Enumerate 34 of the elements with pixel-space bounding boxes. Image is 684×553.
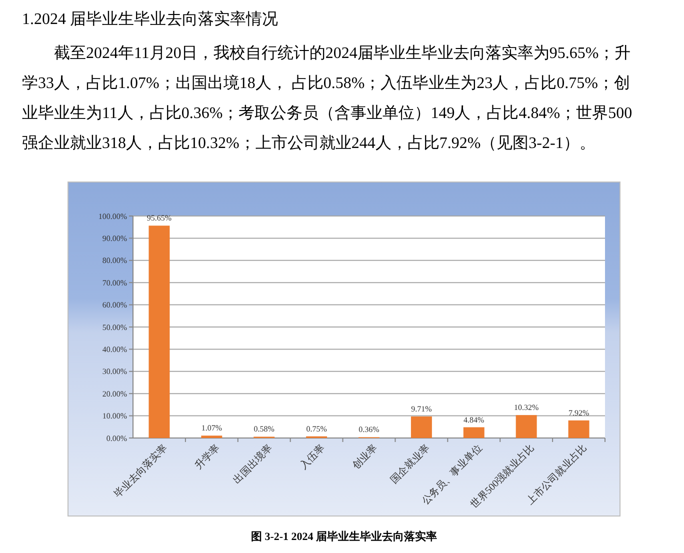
data-label: 9.71% [411,404,432,414]
y-tick-label: 90.00% [102,234,128,243]
data-label: 7.92% [568,408,590,418]
y-tick-label: 40.00% [102,345,128,354]
bar [148,226,170,438]
caption: 图 3-2-1 2024 届毕业生毕业去向落实率 [250,530,438,543]
bar [463,427,484,438]
chart-title: 1.2024 届毕业生毕业去向落实率情况 [22,10,278,28]
data-label: 4.84% [464,415,485,424]
y-tick-label: 70.00% [102,278,128,288]
y-tick-label: 30.00% [102,367,128,376]
data-label: 95.65% [146,214,172,223]
data-label: 0.58% [254,424,275,434]
y-tick-label: 60.00% [102,300,128,310]
bar [410,416,432,438]
y-tick-label: 0.00% [106,434,128,443]
data-label: 0.75% [306,424,328,434]
x-tick-label: 毕业去向落实率 [112,442,170,500]
x-tick-label: 国企就业率 [388,442,432,486]
x-tick-label: 出国出境率 [230,442,275,486]
y-tick-label: 100.00% [98,212,128,221]
data-label: 10.32% [514,403,539,412]
bar [516,415,537,438]
data-label: 0.36% [358,425,380,434]
y-tick-label: 20.00% [102,389,128,398]
y-tick-label: 10.00% [102,412,128,421]
y-tick-label: 80.00% [102,256,128,266]
y-tick-label: 50.00% [102,322,128,332]
chart-subtitle: 截至2024年11月20日，我校自行统计的2024届毕业生毕业去向落实率为95.65%；升学33人，占比1.07%；出国出境18人， 占比0.58%；入伍毕业生为23人，占比0.75%；创业毕业生为11人，占比0.36%；考取公务员（含事业单位）149人，占比4.84%；世界500强企业就业318人，占比10.32%；上市公司就业244人，占比7.92%（见图3-2-1）。 [22,44,632,152]
x-tick-label: 创业率 [350,442,380,472]
data-label: 1.07% [201,424,222,433]
x-tick-label: 升学率 [192,442,222,472]
x-tick-label: 入伍率 [297,442,328,472]
bar [568,420,590,438]
